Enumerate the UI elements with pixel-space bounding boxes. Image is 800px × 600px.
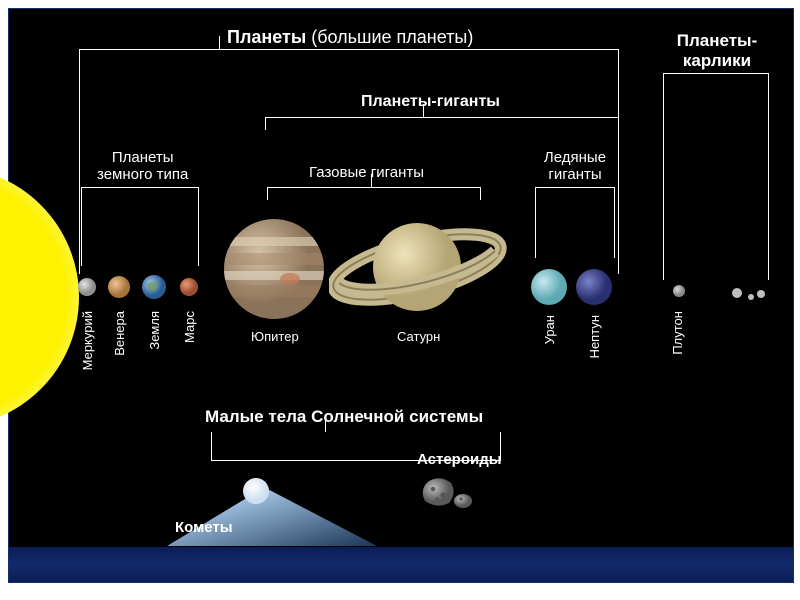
bottom-bar <box>9 547 793 582</box>
label-asteroids: Астероиды <box>417 451 502 468</box>
bracket-stem <box>219 36 220 49</box>
label-uranus: Уран <box>542 315 557 344</box>
label-small-bodies: Малые тела Солнечной системы <box>205 407 483 427</box>
bracket-giants <box>265 117 619 130</box>
planet-pluto <box>673 285 685 297</box>
planet-earth <box>142 275 166 299</box>
dwarf-dots <box>729 285 769 305</box>
stage: Планеты (большие планеты) Планеты-карлик… <box>0 0 800 600</box>
label-pluto: Плутон <box>670 311 685 355</box>
label-jupiter: Юпитер <box>251 329 299 344</box>
label-giants: Планеты-гиганты <box>361 93 500 111</box>
planet-mercury <box>78 278 96 296</box>
label-neptune: Нептун <box>587 315 602 358</box>
label-ice: Ледяныегиганты <box>529 149 621 183</box>
diagram-frame: Планеты (большие планеты) Планеты-карлик… <box>8 8 794 583</box>
comet <box>167 461 387 551</box>
planet-neptune <box>576 269 612 305</box>
bracket-ice <box>535 187 615 258</box>
dwarf-title: Планеты-карлики <box>669 31 765 71</box>
bracket-dwarf <box>663 73 769 280</box>
planet-uranus <box>531 269 567 305</box>
planet-jupiter <box>224 219 324 319</box>
label-gas: Газовые гиганты <box>309 164 424 181</box>
label-earth: Земля <box>147 311 162 350</box>
label-mars: Марс <box>182 311 197 343</box>
planet-venus <box>108 276 130 298</box>
title-main: Планеты (большие планеты) <box>227 27 473 48</box>
label-comets: Кометы <box>175 519 233 536</box>
planet-saturn <box>329 209 515 339</box>
bracket-gas <box>267 187 481 200</box>
label-saturn: Сатурн <box>397 329 440 344</box>
label-venus: Венера <box>112 311 127 356</box>
asteroids-icon <box>411 471 481 521</box>
bracket-terrestrial <box>81 187 199 266</box>
label-terrestrial: Планетыземного типа <box>97 149 188 183</box>
sun <box>0 139 89 449</box>
label-mercury: Меркурий <box>80 311 95 370</box>
planet-mars <box>180 278 198 296</box>
